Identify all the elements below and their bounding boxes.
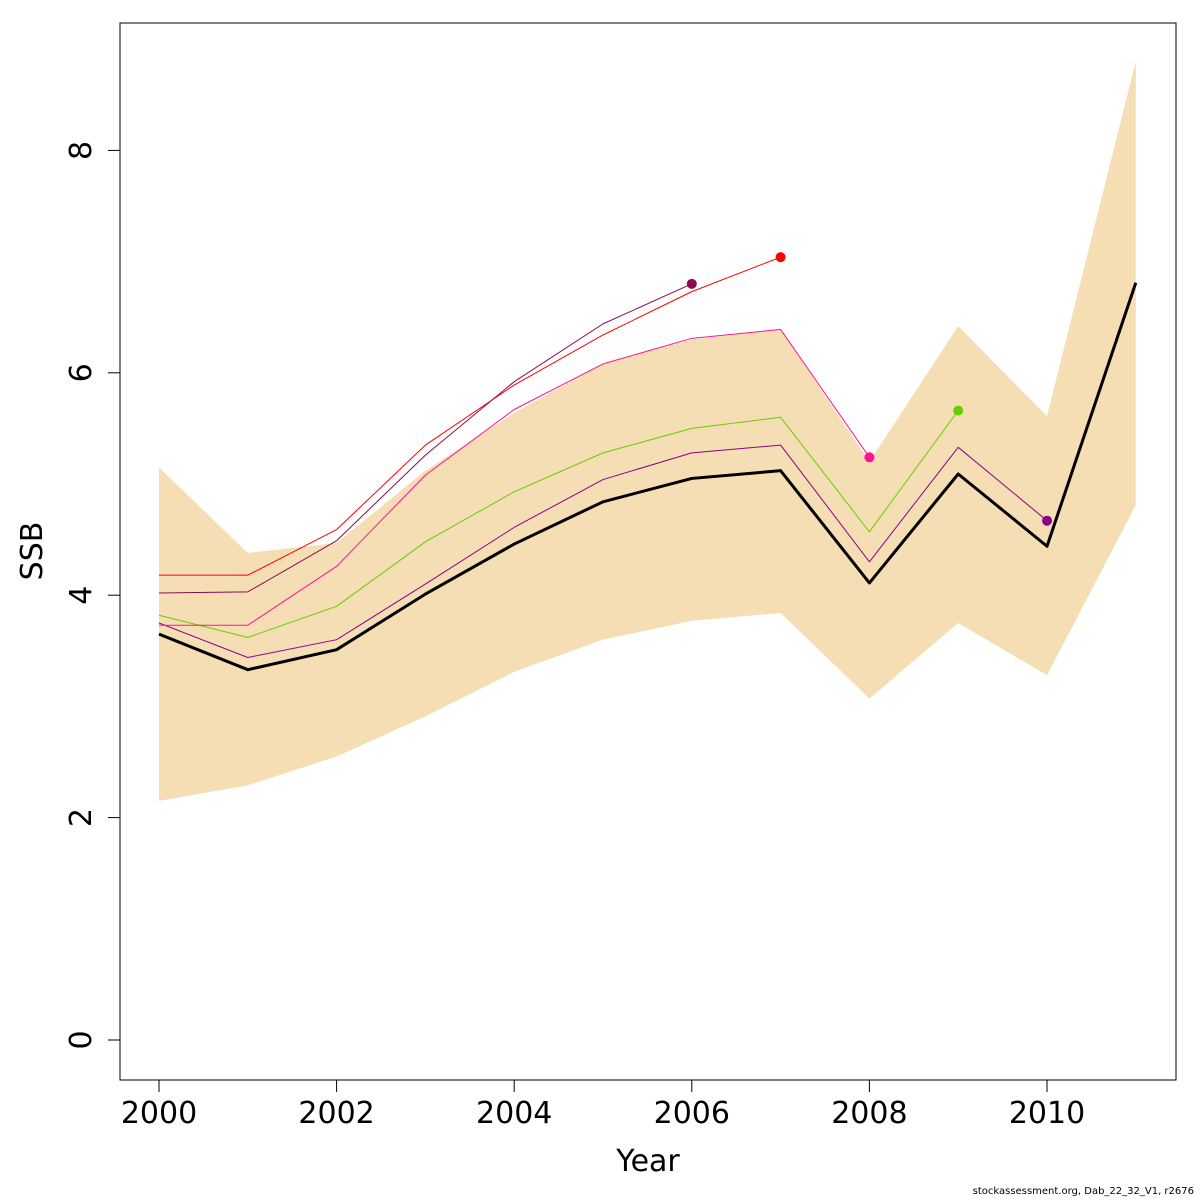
x-tick-label: 2004 bbox=[476, 1096, 552, 1131]
series-end-point-3 bbox=[864, 452, 875, 463]
x-axis-title: Year bbox=[615, 1144, 680, 1179]
series-end-point-1 bbox=[1042, 515, 1052, 526]
x-axis: 2000 2002 2004 2006 2008 2010 bbox=[121, 1079, 1085, 1131]
x-tick-label: 2002 bbox=[298, 1096, 374, 1131]
series-line-retro-1 bbox=[158, 444, 1048, 658]
credit-text: stockassessment.org, Dab_22_32_V1, r2676 bbox=[972, 1186, 1194, 1197]
y-tick-label: 6 bbox=[64, 363, 99, 382]
series-line-retro-5 bbox=[158, 283, 693, 594]
series-line-main bbox=[158, 282, 1138, 672]
series-end-point-2 bbox=[953, 405, 964, 416]
series-line-retro-3 bbox=[159, 328, 870, 626]
series-end-point-5 bbox=[686, 278, 697, 289]
x-tick-label: 2000 bbox=[121, 1096, 197, 1131]
y-tick-label: 2 bbox=[64, 808, 99, 827]
series-layer bbox=[158, 256, 1138, 672]
end-points-layer bbox=[686, 252, 1052, 526]
confidence-band-layer bbox=[159, 61, 1136, 801]
x-tick-label: 2006 bbox=[654, 1096, 730, 1131]
x-tick-label: 2010 bbox=[1009, 1096, 1085, 1131]
y-tick-label: 8 bbox=[64, 141, 99, 160]
x-tick-label: 2008 bbox=[831, 1096, 907, 1131]
series-end-point-4 bbox=[775, 252, 786, 263]
series-line-retro-4 bbox=[159, 256, 781, 576]
y-axis: 0 2 4 6 8 bbox=[64, 141, 121, 1050]
series-line-retro-2 bbox=[158, 410, 959, 638]
confidence-band bbox=[159, 61, 1136, 801]
y-tick-label: 4 bbox=[64, 586, 99, 605]
y-axis-title: SSB bbox=[15, 522, 50, 581]
y-tick-label: 0 bbox=[64, 1030, 99, 1049]
